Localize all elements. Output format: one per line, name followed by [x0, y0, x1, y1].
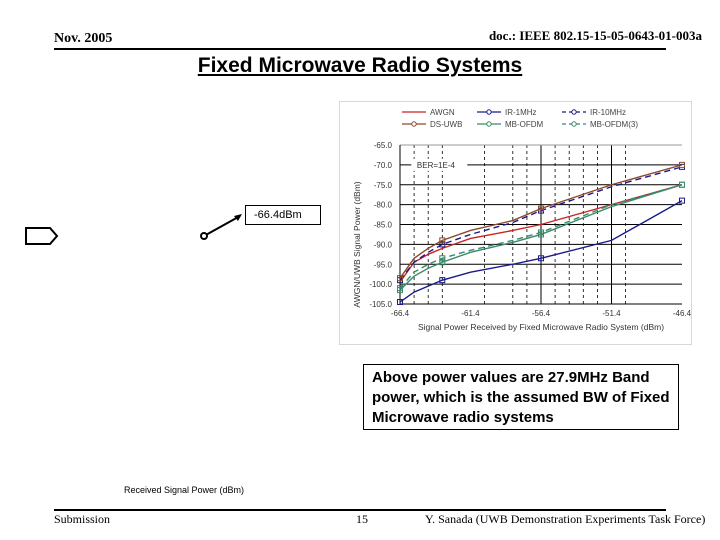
data-marker — [397, 275, 403, 282]
legend-item: IR-1MHz — [477, 108, 537, 117]
data-marker — [397, 285, 403, 292]
svg-text:MB-OFDM: MB-OFDM — [505, 120, 544, 129]
pentagon-arrow-shape — [25, 227, 59, 245]
series-line — [399, 184, 683, 283]
data-marker — [439, 241, 446, 248]
chart-container: AWGN IR-1MHz IR-10MHz DS-UWB MB-OFDM MB-OFDM(… — [339, 101, 692, 345]
y-tick-label: -95.0 — [374, 260, 393, 269]
received-signal-power-label: Received Signal Power (dBm) — [124, 485, 245, 495]
header-divider — [54, 48, 666, 50]
callout-label: -66.4dBm — [245, 205, 321, 225]
footer-divider — [54, 509, 666, 511]
data-marker — [439, 255, 446, 262]
data-marker — [538, 229, 544, 236]
data-marker — [439, 237, 446, 244]
series-line — [399, 200, 683, 303]
x-axis-label: Signal Power Received by Fixed Microwave… — [418, 322, 664, 332]
data-marker — [679, 181, 685, 188]
x-tick-label: -46.4 — [673, 309, 691, 318]
y-tick-label: -85.0 — [374, 221, 393, 230]
legend-item: DS-UWB — [402, 120, 462, 129]
legend-item: IR-10MHz — [562, 108, 626, 117]
svg-text:AWGN: AWGN — [430, 108, 455, 117]
data-marker — [679, 197, 685, 204]
page-title: Fixed Microwave Radio Systems — [0, 54, 720, 78]
data-marker — [538, 205, 544, 212]
svg-text:MB-OFDM(3): MB-OFDM(3) — [590, 120, 638, 129]
data-marker — [679, 161, 685, 168]
y-tick-label: -65.0 — [374, 141, 393, 150]
series-line — [399, 184, 683, 289]
footer-submission: Submission — [54, 512, 111, 526]
svg-text:DS-UWB: DS-UWB — [430, 120, 462, 129]
data-marker — [538, 255, 544, 262]
page-title-text: Fixed Microwave Radio Systems — [197, 54, 523, 77]
x-tick-label: -56.4 — [532, 309, 551, 318]
series-line — [399, 166, 683, 281]
y-tick-label: -90.0 — [374, 240, 393, 249]
legend-item: MB-OFDM(3) — [562, 120, 638, 129]
header-date: Nov. 2005 — [54, 31, 113, 46]
y-axis-label: AWGN/UWB Signal Power (dBm) — [352, 181, 362, 307]
y-tick-label: -80.0 — [374, 201, 393, 210]
series-line — [399, 164, 683, 279]
svg-text:IR-1MHz: IR-1MHz — [505, 108, 537, 117]
x-tick-label: -51.4 — [602, 309, 621, 318]
series-line — [399, 184, 683, 291]
y-tick-label: -70.0 — [374, 161, 393, 170]
line-chart: AWGN IR-1MHz IR-10MHz DS-UWB MB-OFDM MB-OFDM(… — [352, 108, 692, 332]
bandwidth-note: Above power values are 27.9MHz Band powe… — [363, 364, 679, 430]
x-tick-label: -66.4 — [391, 309, 410, 318]
ber-annotation: BER=1E-4 — [417, 161, 456, 170]
footer-author: Y. Sanada (UWB Demonstration Experiments… — [425, 512, 706, 526]
header-doc-id: doc.: IEEE 802.15-15-05-0643-01-003a — [488, 28, 702, 43]
data-marker — [439, 277, 446, 284]
data-marker — [439, 259, 446, 266]
pointer-arrow-icon — [200, 214, 242, 240]
x-tick-label: -61.4 — [461, 309, 480, 318]
y-tick-label: -75.0 — [374, 181, 393, 190]
y-tick-label: -105.0 — [369, 300, 392, 309]
legend-item: MB-OFDM — [477, 120, 544, 129]
svg-text:IR-10MHz: IR-10MHz — [590, 108, 626, 117]
y-tick-label: -100.0 — [369, 280, 392, 289]
legend-item: AWGN — [402, 108, 455, 117]
data-marker — [397, 299, 403, 306]
footer-page-number: 15 — [356, 512, 368, 526]
